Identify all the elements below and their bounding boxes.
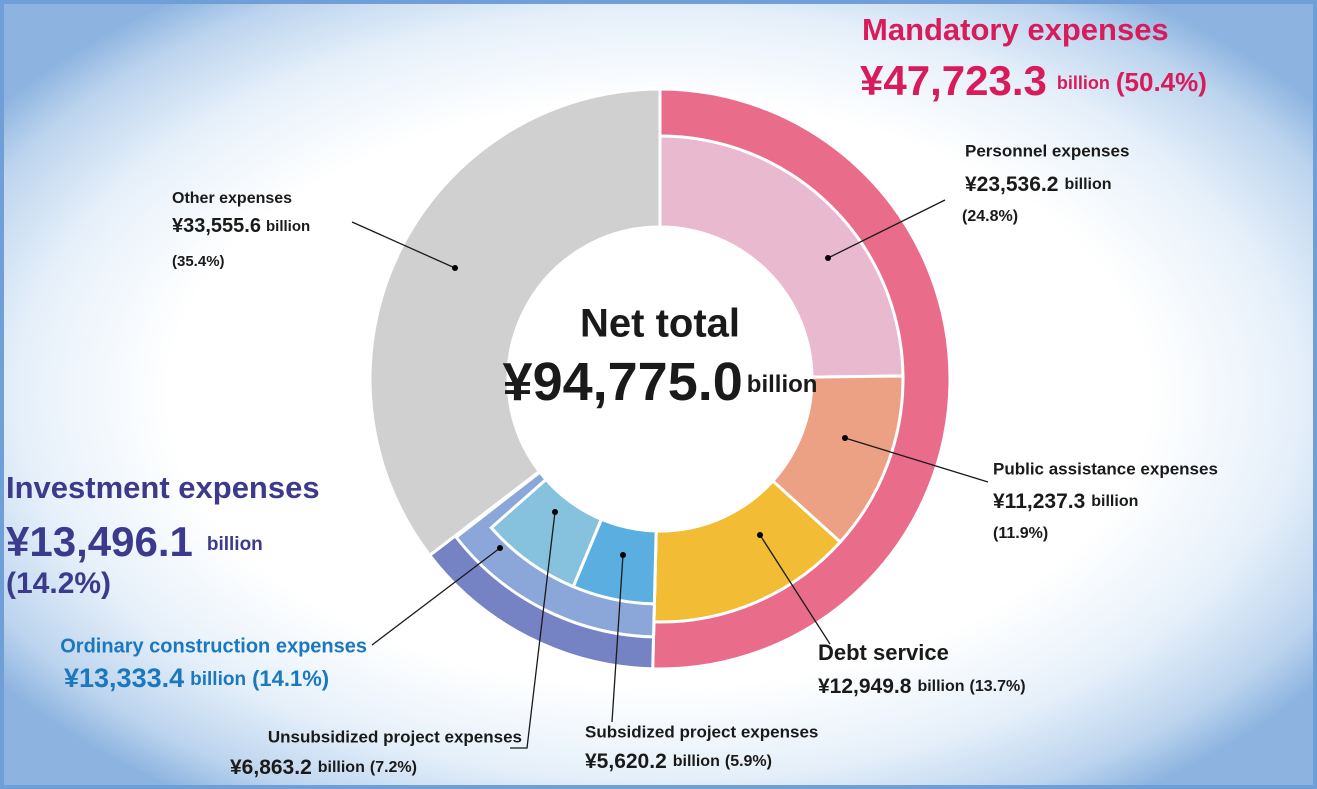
total: ¥94,775.0: [503, 352, 743, 412]
center-hole: [508, 227, 812, 531]
segment-share: (11.9%): [993, 525, 1048, 542]
unit: billion: [1064, 176, 1111, 193]
segment-name: Public assistance expenses: [993, 459, 1218, 478]
segment-value: ¥23,536.2 billion: [965, 173, 1112, 196]
center-title: Net total: [580, 302, 740, 346]
segment-name: Other expenses: [172, 190, 292, 207]
amount: ¥11,237.3: [993, 490, 1085, 513]
leader-dot: [620, 552, 626, 558]
amount: ¥12,949.8: [818, 675, 912, 698]
unit: billion: [917, 678, 964, 695]
amount: ¥23,536.2: [965, 173, 1058, 196]
segment-value: ¥47,723.3 billion (50.4%): [860, 57, 1207, 104]
wedges: [368, 87, 952, 671]
center-total: ¥94,775.0 billion: [503, 352, 818, 412]
unit: billion: [747, 371, 818, 398]
leader-dot: [842, 435, 848, 441]
segment-value: ¥13,333.4 billion (14.1%): [64, 663, 329, 693]
unit: billion: [318, 759, 365, 776]
share: (50.4%): [1116, 67, 1207, 97]
share: (5.9%): [725, 753, 772, 770]
segment-value: ¥11,237.3 billion: [993, 490, 1138, 513]
unit: billion: [266, 218, 310, 235]
unit: billion: [207, 534, 263, 555]
segment-name: Mandatory expenses: [862, 12, 1169, 47]
unit: billion: [1057, 73, 1110, 93]
segment-value: ¥6,863.2 billion (7.2%): [230, 756, 417, 779]
segment-share: (14.2%): [6, 567, 111, 600]
leader-line: [510, 511, 556, 749]
segment-value: ¥5,620.2 billion (5.9%): [585, 750, 772, 773]
segment-share: (24.8%): [962, 208, 1018, 225]
segment-share: (35.4%): [172, 253, 225, 270]
leader-dot: [825, 255, 831, 261]
segment-name: Personnel expenses: [965, 141, 1129, 160]
leader-line: [827, 199, 946, 259]
leader-line: [371, 547, 501, 646]
segment-name: Unsubsidized project expenses: [268, 727, 522, 746]
amount: ¥13,496.1: [6, 518, 193, 565]
segment-name: Investment expenses: [6, 470, 320, 505]
amount: ¥33,555.6: [172, 215, 261, 237]
segment-value: ¥13,496.1 billion: [6, 518, 263, 565]
unit: billion: [673, 753, 720, 770]
share: (14.1%): [252, 666, 329, 691]
unit: billion: [190, 669, 246, 690]
segment-name: Debt service: [818, 640, 949, 665]
share: (13.7%): [970, 678, 1026, 695]
unit: billion: [1091, 493, 1138, 510]
segment-name: Subsidized project expenses: [585, 722, 818, 741]
segment-name: Ordinary construction expenses: [60, 635, 367, 657]
leader-line: [844, 437, 989, 483]
amount: ¥5,620.2: [585, 750, 667, 773]
leader-dot: [757, 532, 763, 538]
leader-dot: [452, 265, 458, 271]
amount: ¥6,863.2: [230, 756, 312, 779]
leader-line: [611, 554, 624, 723]
segment-value: ¥12,949.8 billion (13.7%): [818, 675, 1026, 698]
segment-value: ¥33,555.6 billion: [172, 215, 310, 237]
share: (7.2%): [370, 759, 417, 776]
amount: ¥13,333.4: [64, 663, 184, 693]
leader-line: [351, 221, 456, 269]
leader-dot: [552, 509, 558, 515]
leader-line: [759, 534, 831, 645]
amount: ¥47,723.3: [860, 57, 1047, 104]
leader-dot: [497, 545, 503, 551]
